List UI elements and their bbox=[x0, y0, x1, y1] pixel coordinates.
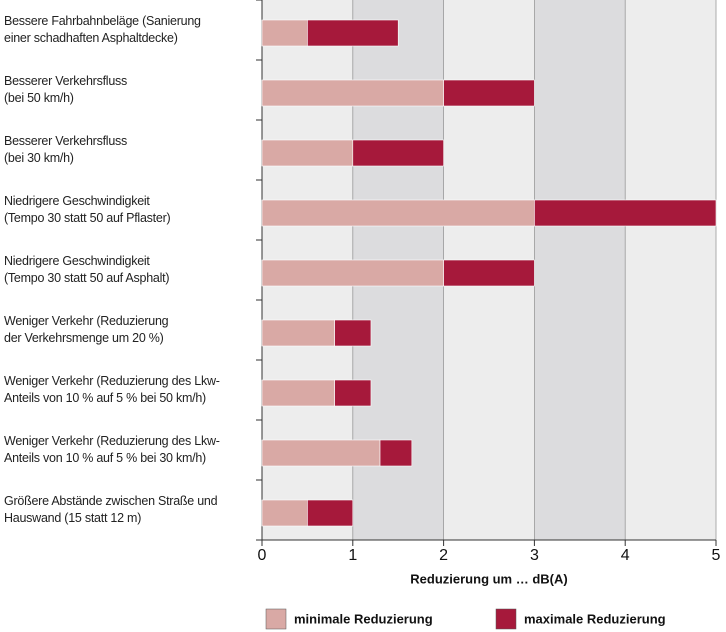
bar-segment bbox=[261, 19, 308, 47]
y-tick-label: Besserer Verkehrsfluss (bei 50 km/h) bbox=[4, 74, 128, 105]
bar-segment bbox=[534, 199, 717, 227]
y-tick-label: Größere Abstände zwischen Straße und Hau… bbox=[4, 494, 218, 525]
y-tick-label: Bessere Fahrbahnbeläge (Sanierung einer … bbox=[4, 14, 201, 45]
x-tick-label: 0 bbox=[258, 547, 267, 564]
y-tick-label: Weniger Verkehr (Reduzierung des Lkw- An… bbox=[4, 374, 220, 405]
bar-segment bbox=[261, 379, 335, 407]
x-tick-label: 3 bbox=[530, 547, 539, 564]
legend-swatch bbox=[265, 608, 287, 630]
y-tick-label: Niedrigere Geschwindigkeit (Tempo 30 sta… bbox=[4, 254, 170, 285]
x-axis-label: Reduzierung um … dB(A) bbox=[410, 571, 567, 586]
y-tick-label: Niedrigere Geschwindigkeit (Tempo 30 sta… bbox=[4, 194, 171, 225]
bar-segment bbox=[261, 79, 444, 107]
x-tick-label: 2 bbox=[439, 547, 448, 564]
x-tick-label: 1 bbox=[348, 547, 357, 564]
plot-band bbox=[625, 0, 716, 540]
bar-segment bbox=[352, 139, 444, 167]
bar-segment bbox=[261, 259, 444, 287]
plot-band bbox=[534, 0, 626, 540]
bar-segment bbox=[261, 499, 308, 527]
bar-segment bbox=[261, 319, 335, 347]
x-tick-label: 4 bbox=[621, 547, 630, 564]
bar-segment bbox=[443, 79, 535, 107]
bar-segment bbox=[261, 439, 381, 467]
bar-segment bbox=[261, 199, 535, 227]
x-tick-label: 5 bbox=[712, 547, 721, 564]
bar-segment bbox=[261, 139, 354, 167]
y-tick-label: Besserer Verkehrsfluss (bei 30 km/h) bbox=[4, 134, 128, 165]
bar-segment bbox=[307, 499, 354, 527]
legend-swatch bbox=[495, 608, 517, 630]
bar-segment bbox=[443, 259, 535, 287]
bar-segment bbox=[307, 19, 399, 47]
bar-segment bbox=[379, 439, 413, 467]
bar-segment bbox=[334, 319, 372, 347]
bar-segment bbox=[334, 379, 372, 407]
legend-label: minimale Reduzierung bbox=[294, 611, 433, 626]
y-tick-label: Weniger Verkehr (Reduzierung des Lkw- An… bbox=[4, 434, 220, 465]
legend-label: maximale Reduzierung bbox=[524, 611, 666, 626]
y-tick-label: Weniger Verkehr (Reduzierung der Verkehr… bbox=[4, 314, 169, 345]
